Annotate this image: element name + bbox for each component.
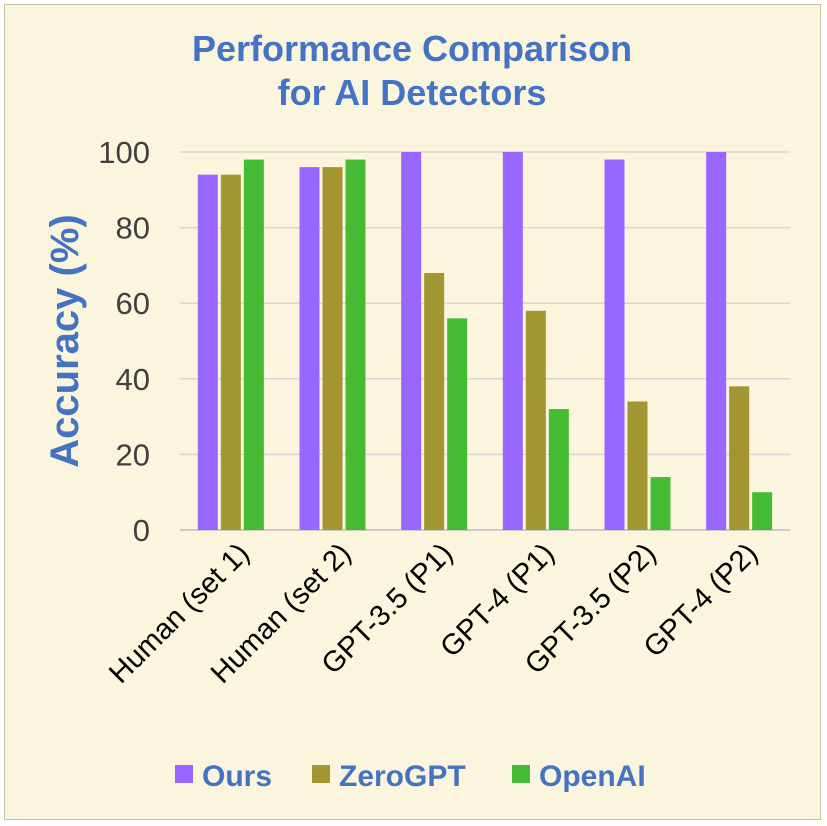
bar-ours-2 xyxy=(299,167,320,530)
bar-openai-3 xyxy=(447,318,468,530)
gridlines xyxy=(180,151,790,531)
bar-ours-1 xyxy=(197,174,218,530)
bar-ours-6 xyxy=(706,152,727,530)
y-axis-label: Accuracy (%) xyxy=(43,214,87,467)
bar-zerogpt-5 xyxy=(627,401,648,530)
bar-zerogpt-6 xyxy=(729,386,750,530)
legend: Ours ZeroGPT OpenAI xyxy=(175,760,646,793)
legend-label-zerogpt: ZeroGPT xyxy=(339,760,466,793)
chart-title-line-2: for AI Detectors xyxy=(278,72,547,113)
y-tick-label: 60 xyxy=(116,286,150,321)
bars xyxy=(197,152,773,530)
bar-openai-1 xyxy=(243,159,264,530)
bar-ours-4 xyxy=(502,152,523,530)
bar-openai-6 xyxy=(752,492,773,530)
bar-zerogpt-4 xyxy=(525,310,546,530)
chart-title-line-1: Performance Comparison xyxy=(192,28,632,69)
legend-label-ours: Ours xyxy=(202,760,272,793)
bar-zerogpt-2 xyxy=(322,167,343,530)
bar-openai-5 xyxy=(650,477,671,530)
legend-label-openai: OpenAI xyxy=(539,760,646,793)
y-tick-label: 100 xyxy=(98,135,150,170)
y-tick-label: 0 xyxy=(133,513,150,548)
bar-zerogpt-3 xyxy=(424,272,445,530)
y-tick-label: 20 xyxy=(116,437,150,472)
legend-swatch-openai xyxy=(512,765,530,783)
x-axis-ticks: Human (set 1)Human (set 2)GPT-3.5 (P1)GP… xyxy=(103,537,764,690)
y-tick-label: 80 xyxy=(116,211,150,246)
bar-openai-2 xyxy=(345,159,366,530)
bar-zerogpt-1 xyxy=(220,174,241,530)
y-tick-label: 40 xyxy=(116,362,150,397)
y-axis-ticks: 0 20 40 60 80 100 xyxy=(98,135,150,548)
bar-ours-5 xyxy=(604,159,625,530)
legend-swatch-ours xyxy=(175,765,193,783)
legend-swatch-zerogpt xyxy=(312,765,330,783)
bar-ours-3 xyxy=(401,152,422,530)
bar-openai-4 xyxy=(548,409,569,530)
